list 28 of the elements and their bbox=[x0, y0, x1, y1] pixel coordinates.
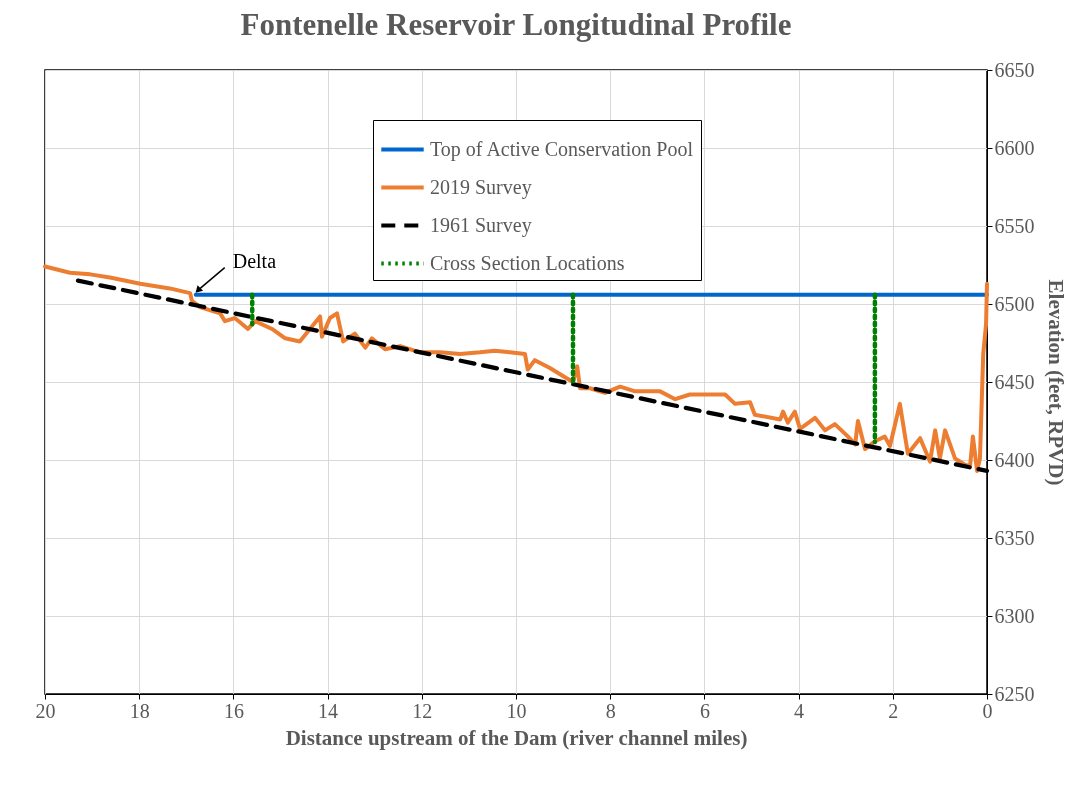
legend-label: Top of Active Conservation Pool bbox=[430, 137, 694, 161]
y-tick-label: 6250 bbox=[994, 682, 1035, 705]
x-axis-title: Distance upstream of the Dam (river channel miles) bbox=[285, 725, 748, 750]
y-tick-label: 6600 bbox=[994, 136, 1035, 159]
x-tick-label: 14 bbox=[318, 699, 339, 722]
annotation: Delta bbox=[232, 249, 277, 272]
y-tick-label: 6500 bbox=[994, 292, 1035, 315]
x-tick-label: 0 bbox=[982, 699, 993, 722]
x-tick-label: 12 bbox=[412, 699, 433, 722]
legend-label: 1961 Survey bbox=[430, 213, 532, 237]
y-tick-label: 6550 bbox=[994, 214, 1035, 237]
chart-title: Fontenelle Reservoir Longitudinal Profile bbox=[240, 7, 792, 42]
x-tick-label: 6 bbox=[699, 699, 710, 722]
x-tick-label: 4 bbox=[794, 699, 805, 722]
y-tick-label: 6450 bbox=[994, 370, 1035, 393]
legend-label: Cross Section Locations bbox=[430, 251, 625, 274]
x-tick-label: 10 bbox=[506, 699, 527, 722]
y-tick-label: 6650 bbox=[994, 58, 1035, 81]
x-tick-label: 18 bbox=[129, 699, 150, 722]
y-axis-title: Elevation (feet, RPVD) bbox=[1043, 279, 1068, 486]
y-tick-label: 6400 bbox=[994, 448, 1035, 471]
x-tick-label: 16 bbox=[223, 699, 244, 722]
y-tick-label: 6300 bbox=[994, 604, 1035, 627]
x-tick-label: 8 bbox=[605, 699, 616, 722]
legend-label: 2019 Survey bbox=[430, 175, 532, 199]
x-tick-label: 20 bbox=[35, 699, 56, 722]
x-tick-label: 2 bbox=[888, 699, 899, 722]
y-tick-label: 6350 bbox=[994, 526, 1035, 549]
